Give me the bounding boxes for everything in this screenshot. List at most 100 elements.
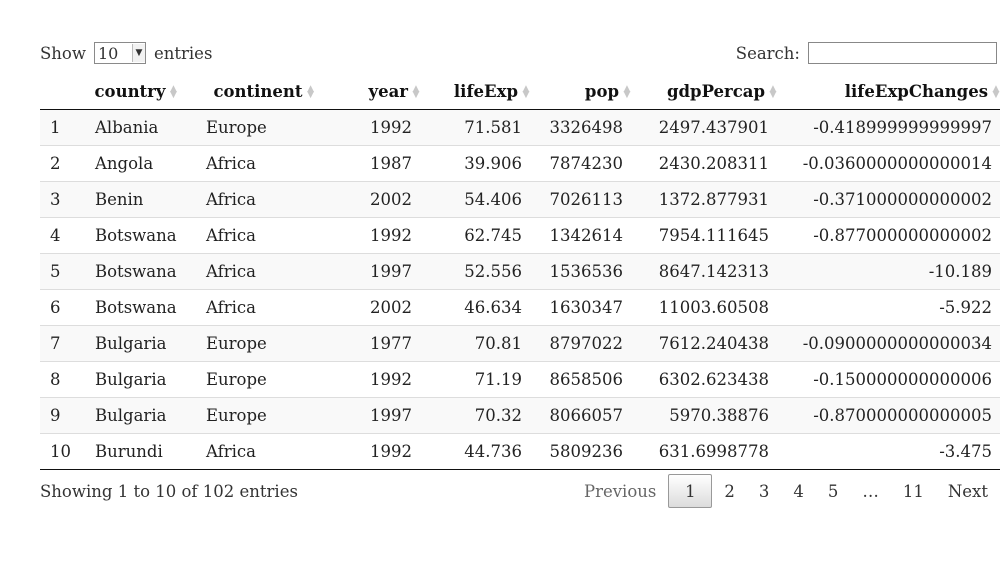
cell-gdppercap: 2430.208311 (631, 145, 777, 182)
length-menu: Show 10 ▼ entries (40, 42, 212, 64)
cell-pop: 8658506 (530, 361, 631, 398)
cell-lifeexp: 54.406 (420, 181, 530, 218)
cell-lifeexp: 62.745 (420, 217, 530, 254)
column-header-continent[interactable]: continent ▲ ▼ (194, 73, 334, 110)
column-header-country[interactable]: country ▲ ▼ (78, 73, 194, 110)
cell-pop: 1342614 (530, 217, 631, 254)
cell-country: Bulgaria (78, 361, 194, 398)
search-area: Search: (736, 42, 997, 64)
column-header-year[interactable]: year ▲ ▼ (334, 73, 420, 110)
length-label-after: entries (154, 43, 213, 63)
cell-lifeexpchanges: -0.0360000000000014 (777, 145, 1000, 182)
page-button-2[interactable]: 2 (724, 481, 735, 501)
cell-lifeexp: 71.581 (420, 109, 530, 146)
table-row: 7 Bulgaria Europe 1977 70.81 8797022 761… (40, 325, 1000, 362)
page-button-3[interactable]: 3 (758, 481, 770, 501)
page-button-5[interactable]: 5 (827, 481, 839, 501)
cell-country: Albania (78, 109, 194, 146)
cell-gdppercap: 2497.437901 (631, 109, 777, 146)
cell-lifeexp: 70.32 (420, 397, 530, 434)
cell-gdppercap: 11003.60508 (631, 289, 777, 326)
cell-year: 1997 (334, 253, 420, 290)
cell-lifeexpchanges: -0.0900000000000034 (777, 325, 1000, 362)
cell-year: 1997 (334, 397, 420, 434)
cell-country: Botswana (78, 217, 194, 254)
page-button-1[interactable]: 1 (668, 474, 713, 508)
cell-gdppercap: 8647.142313 (631, 253, 777, 290)
page-button-4[interactable]: 4 (793, 481, 804, 501)
pagination: Previous 1 2 3 4 5 … 11 Next (572, 474, 1000, 508)
column-header-index (40, 73, 78, 110)
sort-icon: ▲ ▼ (522, 84, 530, 100)
cell-lifeexp: 39.906 (420, 145, 530, 182)
cell-index: 9 (40, 397, 78, 434)
cell-index: 10 (40, 433, 78, 470)
cell-year: 1977 (334, 325, 420, 362)
cell-lifeexp: 71.19 (420, 361, 530, 398)
cell-index: 1 (40, 109, 78, 146)
table-row: 9 Bulgaria Europe 1997 70.32 8066057 597… (40, 397, 1000, 434)
cell-index: 8 (40, 361, 78, 398)
length-label-before: Show (40, 43, 86, 63)
cell-continent: Africa (194, 181, 334, 218)
next-page-button[interactable]: Next (947, 481, 988, 501)
cell-continent: Europe (194, 109, 334, 146)
cell-continent: Europe (194, 361, 334, 398)
entries-per-page-select[interactable]: 10 ▼ (94, 42, 146, 64)
cell-index: 6 (40, 289, 78, 326)
cell-gdppercap: 631.6998778 (631, 433, 777, 470)
cell-continent: Africa (194, 433, 334, 470)
table-footer: Showing 1 to 10 of 102 entries Previous … (40, 474, 1000, 512)
table-row: 10 Burundi Africa 1992 44.736 5809236 63… (40, 433, 1000, 470)
table-row: 6 Botswana Africa 2002 46.634 1630347 11… (40, 289, 1000, 326)
data-table: country ▲ ▼ continent ▲ ▼ year ▲ ▼ lifeExp ▲ ▼ p… (40, 73, 1000, 470)
previous-page-button[interactable]: Previous (583, 481, 657, 501)
cell-continent: Europe (194, 325, 334, 362)
column-header-pop[interactable]: pop ▲ ▼ (530, 73, 631, 110)
cell-pop: 7026113 (530, 181, 631, 218)
column-header-gdppercap[interactable]: gdpPercap ▲ ▼ (631, 73, 777, 110)
cell-lifeexpchanges: -0.150000000000006 (777, 361, 1000, 398)
cell-gdppercap: 5970.38876 (631, 397, 777, 434)
column-header-lifeexp[interactable]: lifeExp ▲ ▼ (420, 73, 530, 110)
cell-continent: Africa (194, 253, 334, 290)
cell-continent: Africa (194, 217, 334, 254)
sort-icon: ▲ ▼ (170, 84, 177, 100)
cell-gdppercap: 7612.240438 (631, 325, 777, 362)
entries-per-page-value: 10 (98, 43, 119, 63)
cell-year: 1987 (334, 145, 420, 182)
cell-gdppercap: 6302.623438 (631, 361, 777, 398)
chevron-down-icon: ▼ (132, 44, 145, 62)
table-row: 3 Benin Africa 2002 54.406 7026113 1372.… (40, 181, 1000, 218)
cell-country: Bulgaria (78, 325, 194, 362)
cell-pop: 8066057 (530, 397, 631, 434)
cell-year: 2002 (334, 289, 420, 326)
cell-gdppercap: 7954.111645 (631, 217, 777, 254)
cell-pop: 1630347 (530, 289, 631, 326)
cell-index: 4 (40, 217, 78, 254)
cell-continent: Europe (194, 397, 334, 434)
column-header-lifeexpchanges[interactable]: lifeExpChanges ▲ ▼ (777, 73, 1000, 110)
cell-country: Botswana (78, 253, 194, 290)
cell-index: 3 (40, 181, 78, 218)
cell-index: 7 (40, 325, 78, 362)
cell-year: 1992 (334, 433, 420, 470)
table-row: 4 Botswana Africa 1992 62.745 1342614 79… (40, 217, 1000, 254)
cell-pop: 5809236 (530, 433, 631, 470)
sort-icon: ▲ ▼ (769, 84, 777, 100)
cell-lifeexpchanges: -0.418999999999997 (777, 109, 1000, 146)
table-row: 8 Bulgaria Europe 1992 71.19 8658506 630… (40, 361, 1000, 398)
page-button-11[interactable]: 11 (902, 481, 924, 501)
cell-continent: Africa (194, 145, 334, 182)
cell-year: 2002 (334, 181, 420, 218)
search-input[interactable] (808, 42, 997, 64)
sort-icon: ▲ ▼ (992, 84, 1000, 100)
table-row: 1 Albania Europe 1992 71.581 3326498 249… (40, 109, 1000, 146)
cell-lifeexpchanges: -0.371000000000002 (777, 181, 1000, 218)
cell-continent: Africa (194, 289, 334, 326)
cell-country: Burundi (78, 433, 194, 470)
cell-lifeexp: 46.634 (420, 289, 530, 326)
sort-icon: ▲ ▼ (623, 84, 631, 100)
cell-year: 1992 (334, 217, 420, 254)
cell-gdppercap: 1372.877931 (631, 181, 777, 218)
